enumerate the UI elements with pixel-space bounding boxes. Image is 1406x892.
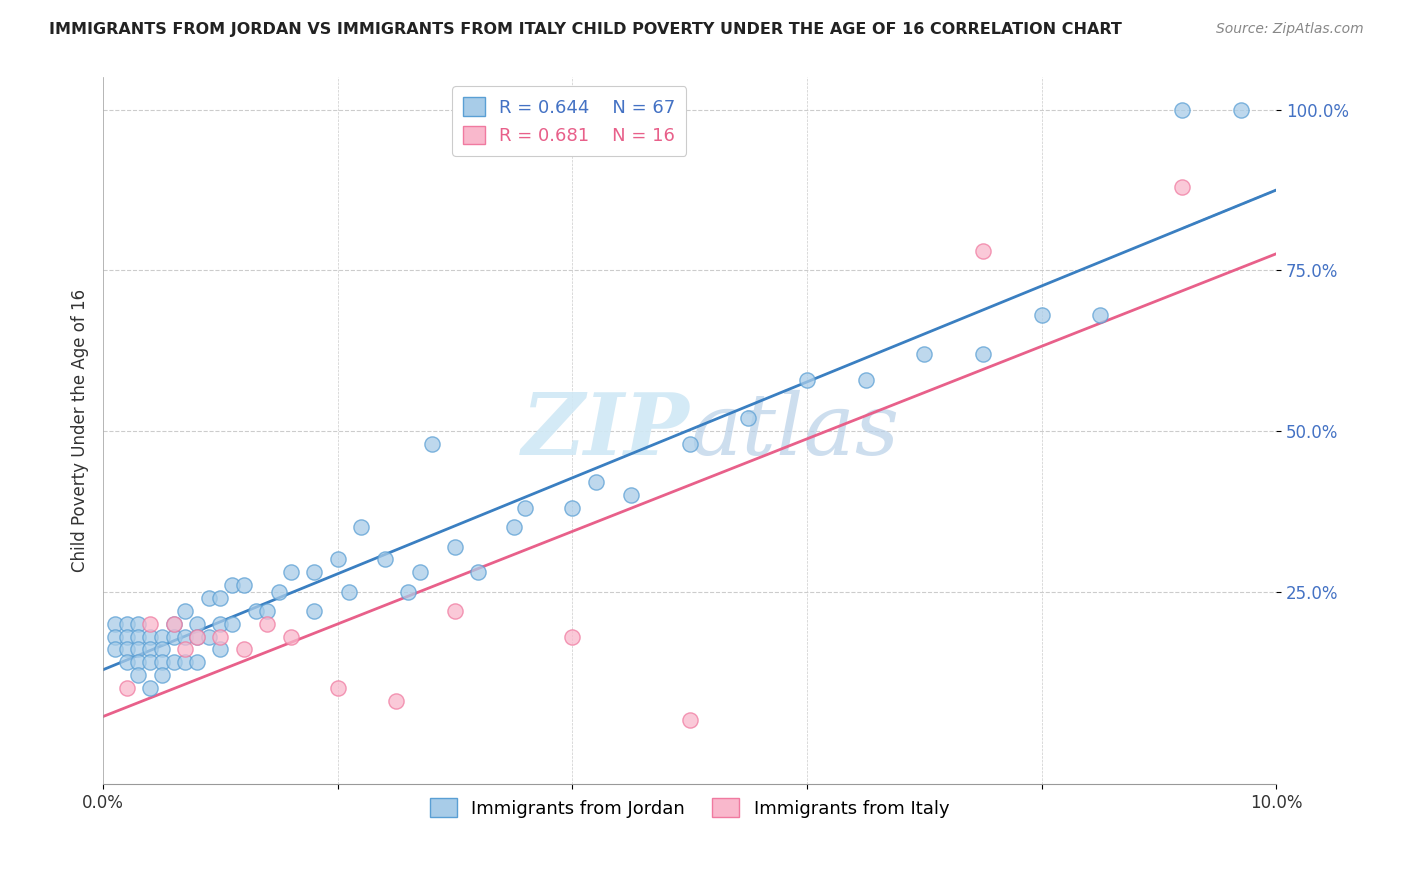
Point [115, 656, 138, 670]
Point [127, 630, 149, 644]
Point [209, 616, 232, 631]
Point [127, 656, 149, 670]
Point [127, 616, 149, 631]
Point [972, 347, 994, 361]
Point [115, 616, 138, 631]
Point [139, 616, 162, 631]
Point [139, 681, 162, 695]
Point [280, 630, 302, 644]
Point [409, 566, 432, 580]
Text: Source: ZipAtlas.com: Source: ZipAtlas.com [1216, 22, 1364, 37]
Point [232, 578, 254, 592]
Point [350, 520, 373, 534]
Point [104, 642, 127, 657]
Point [139, 630, 162, 644]
Point [467, 566, 489, 580]
Point [186, 630, 208, 644]
Point [186, 616, 208, 631]
Point [127, 642, 149, 657]
Point [162, 616, 184, 631]
Point [267, 584, 290, 599]
Point [796, 372, 818, 386]
Point [585, 475, 607, 490]
Point [256, 604, 278, 618]
Point [1171, 179, 1194, 194]
Point [374, 552, 396, 566]
Point [139, 642, 162, 657]
Point [1088, 308, 1111, 322]
Point [186, 656, 208, 670]
Point [139, 656, 162, 670]
Legend: Immigrants from Jordan, Immigrants from Italy: Immigrants from Jordan, Immigrants from … [423, 791, 956, 825]
Point [221, 616, 243, 631]
Point [678, 437, 700, 451]
Point [209, 630, 232, 644]
Point [420, 437, 443, 451]
Point [245, 604, 267, 618]
Point [174, 630, 197, 644]
Point [304, 604, 326, 618]
Point [1171, 103, 1194, 117]
Point [209, 642, 232, 657]
Point [620, 488, 643, 502]
Point [162, 616, 184, 631]
Point [326, 681, 349, 695]
Point [174, 642, 197, 657]
Point [115, 642, 138, 657]
Point [561, 630, 583, 644]
Point [396, 584, 419, 599]
Point [855, 372, 877, 386]
Point [515, 501, 537, 516]
Point [150, 642, 173, 657]
Point [444, 604, 467, 618]
Point [197, 591, 219, 605]
Point [209, 591, 232, 605]
Point [256, 616, 278, 631]
Point [174, 656, 197, 670]
Point [912, 347, 935, 361]
Point [186, 630, 208, 644]
Point [326, 552, 349, 566]
Point [150, 668, 173, 682]
Text: atlas: atlas [689, 390, 898, 472]
Point [104, 616, 127, 631]
Text: ZIP: ZIP [522, 389, 689, 473]
Point [115, 630, 138, 644]
Point [174, 604, 197, 618]
Y-axis label: Child Poverty Under the Age of 16: Child Poverty Under the Age of 16 [72, 289, 89, 573]
Point [104, 630, 127, 644]
Point [221, 578, 243, 592]
Point [115, 681, 138, 695]
Point [304, 566, 326, 580]
Point [561, 501, 583, 516]
Point [150, 656, 173, 670]
Point [502, 520, 524, 534]
Point [150, 630, 173, 644]
Text: IMMIGRANTS FROM JORDAN VS IMMIGRANTS FROM ITALY CHILD POVERTY UNDER THE AGE OF 1: IMMIGRANTS FROM JORDAN VS IMMIGRANTS FRO… [49, 22, 1122, 37]
Point [737, 411, 759, 425]
Point [162, 656, 184, 670]
Point [1031, 308, 1053, 322]
Point [385, 694, 408, 708]
Point [339, 584, 361, 599]
Point [444, 540, 467, 554]
Point [972, 244, 994, 258]
Point [127, 668, 149, 682]
Point [162, 630, 184, 644]
Point [280, 566, 302, 580]
Point [1230, 103, 1253, 117]
Point [678, 713, 700, 727]
Point [197, 630, 219, 644]
Point [232, 642, 254, 657]
